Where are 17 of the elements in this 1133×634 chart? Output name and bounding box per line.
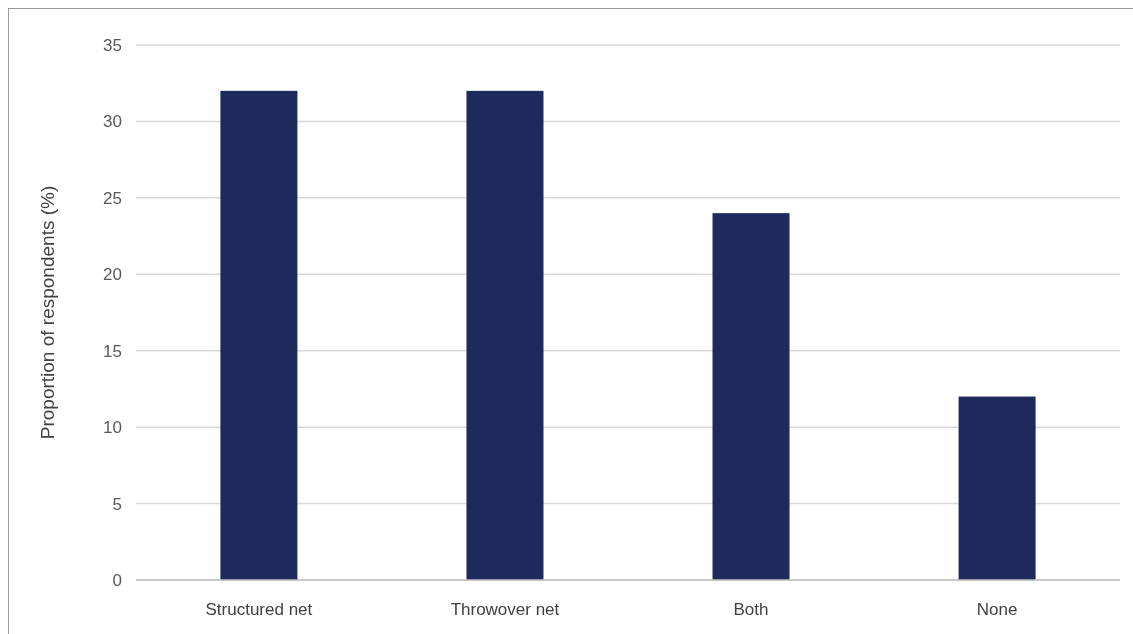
bar (220, 90, 298, 580)
y-tick-label: 20 (103, 265, 122, 285)
y-tick-label: 15 (103, 341, 122, 361)
y-tick-label: 5 (112, 494, 122, 514)
x-tick-label: None (976, 600, 1018, 619)
bar (712, 213, 790, 580)
x-tick-label: Throwover net (450, 600, 560, 619)
y-tick-label: 30 (103, 112, 122, 132)
x-tick-label: Structured net (205, 600, 313, 619)
bar (466, 90, 544, 580)
bar (958, 396, 1036, 580)
y-tick-label: 35 (103, 35, 122, 55)
y-axis-title: Proportion of respondents (%) (37, 185, 58, 440)
x-tick-label: Both (733, 600, 769, 619)
y-tick-label: 25 (103, 188, 122, 208)
y-tick-label: 10 (103, 418, 122, 438)
y-tick-label: 0 (112, 570, 122, 590)
